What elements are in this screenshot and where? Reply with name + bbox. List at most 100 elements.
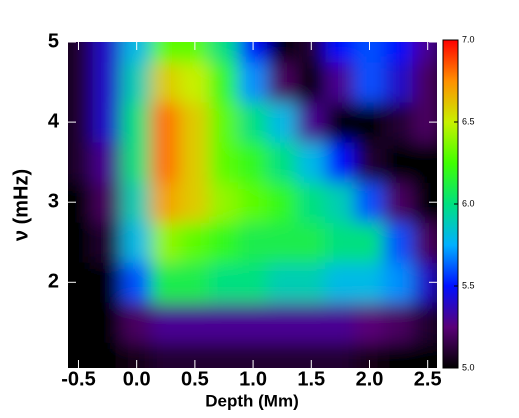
heat-cell [383, 301, 414, 343]
x-tick-label: 1.0 [239, 368, 267, 390]
heat-cell [412, 141, 437, 183]
heat-cell [208, 101, 240, 143]
heat-cell [179, 261, 210, 303]
heat-cell [179, 42, 210, 63]
heat-cell [68, 61, 94, 103]
heat-cell [354, 141, 385, 183]
heat-cell [325, 261, 356, 303]
colorbar-tick-label: 7.0 [462, 34, 475, 44]
heat-cell [179, 301, 210, 343]
x-tick-label: 2.0 [356, 368, 384, 390]
heat-cell [121, 301, 152, 343]
heat-cell [412, 261, 437, 303]
y-tick-label: 3 [48, 190, 59, 212]
heat-cell [412, 221, 437, 263]
heat-cell [412, 341, 437, 368]
heat-cell [121, 141, 152, 183]
heat-cell [325, 221, 356, 263]
heat-cell [150, 261, 181, 303]
heat-cell [92, 341, 123, 368]
heat-cell [68, 101, 94, 143]
heat-cell [354, 181, 385, 223]
heat-cell [68, 341, 94, 368]
heat-cell [121, 101, 152, 143]
heat-cell [150, 42, 181, 63]
heat-cell [208, 341, 240, 368]
heat-cell [68, 42, 94, 63]
heat-cell [150, 141, 181, 183]
heat-cell [383, 141, 414, 183]
heat-cell [208, 301, 240, 343]
heat-cell [267, 341, 298, 368]
heat-cell [68, 221, 94, 263]
heat-cell [208, 141, 240, 183]
colorbar-tick-label: 6.0 [462, 198, 475, 208]
heat-cell [179, 141, 210, 183]
heat-cell [68, 181, 94, 223]
x-axis-label: Depth (Mm) [205, 391, 298, 410]
heat-cell [296, 61, 327, 103]
heat-cell [179, 101, 210, 143]
heat-cell [412, 61, 437, 103]
heat-cell [121, 181, 152, 223]
heat-cell [412, 181, 437, 223]
x-tick-label: -0.5 [61, 368, 95, 390]
heat-cell [92, 301, 123, 343]
heat-cell [208, 42, 240, 63]
heat-cell [208, 61, 240, 103]
colorbar-tick-label: 5.5 [462, 280, 475, 290]
heat-cell [208, 181, 240, 223]
heat-cell [267, 221, 298, 263]
heat-cell [354, 261, 385, 303]
heat-cell [121, 261, 152, 303]
heat-cell [208, 261, 240, 303]
heat-cell [92, 221, 123, 263]
heat-cell [267, 42, 298, 63]
heat-cell [150, 221, 181, 263]
heat-cell [383, 61, 414, 103]
heat-cell [238, 181, 269, 223]
heat-cell [238, 42, 269, 63]
heat-cell [383, 101, 414, 143]
heat-cell [92, 261, 123, 303]
heat-cell [150, 181, 181, 223]
heat-cell [92, 42, 123, 63]
heat-cell [238, 61, 269, 103]
heat-cell [296, 42, 327, 63]
heat-cell [267, 181, 298, 223]
heat-cell [121, 42, 152, 63]
heat-cell [296, 221, 327, 263]
heat-cell [412, 42, 437, 63]
heat-cell [267, 261, 298, 303]
heat-cell [412, 301, 437, 343]
heat-cell [325, 61, 356, 103]
colorbar-tick-label: 6.5 [462, 116, 475, 126]
heat-cell [325, 42, 356, 63]
heat-cell [354, 61, 385, 103]
heat-cell [325, 101, 356, 143]
heat-cell [383, 341, 414, 368]
heat-cell [325, 301, 356, 343]
heat-cell [354, 101, 385, 143]
heat-cell [296, 101, 327, 143]
heat-cell [238, 221, 269, 263]
colorbar-tick-label: 5.0 [462, 362, 475, 372]
heat-cell [267, 141, 298, 183]
heat-cell [325, 341, 356, 368]
heat-cell [354, 221, 385, 263]
heat-cell [68, 141, 94, 183]
heat-cell [238, 101, 269, 143]
x-tick-label: 0.0 [123, 368, 151, 390]
heat-cell [238, 261, 269, 303]
heat-cell [68, 301, 94, 343]
y-axis-label: ν (mHz) [10, 169, 32, 241]
heat-cell [325, 181, 356, 223]
heat-cell [150, 341, 181, 368]
heat-cell [121, 221, 152, 263]
heat-cell [296, 141, 327, 183]
heat-cell [150, 61, 181, 103]
heat-cell [92, 61, 123, 103]
heat-cell [150, 301, 181, 343]
heat-cell [267, 101, 298, 143]
